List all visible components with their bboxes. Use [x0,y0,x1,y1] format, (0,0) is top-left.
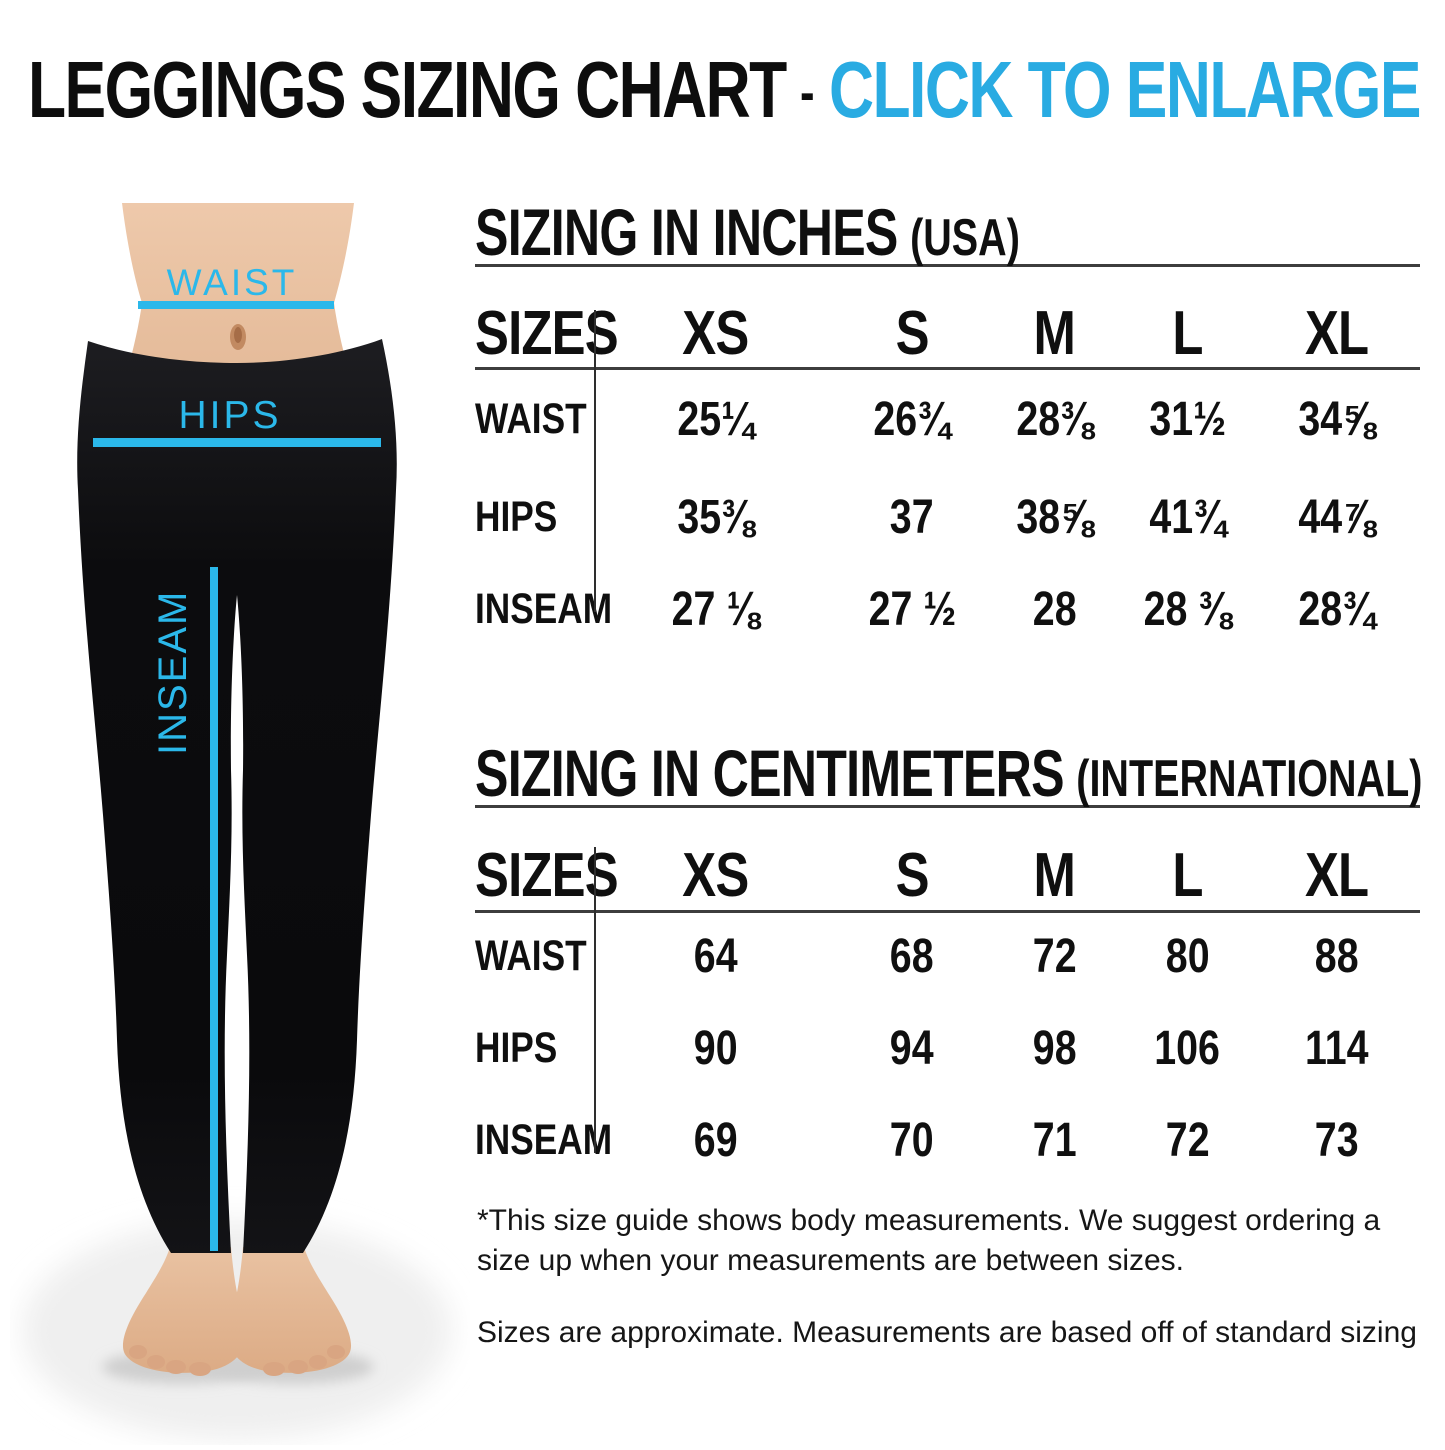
size-header-m: M [1033,299,1076,368]
right-toe [288,1360,308,1374]
measurement-value: 44⅞ [1298,490,1376,544]
inches-section-heading: SIZING IN INCHES (USA) [475,199,1420,267]
measurement-value: 38⅝ [1016,490,1093,544]
size-header-s: S [895,299,929,368]
measurement-value: 98 [1032,1021,1077,1075]
measurement-value: 94 [890,1021,934,1075]
waist-measure-line [138,301,334,309]
centimeters-section-heading: SIZING IN CENTIMETERS (INTERNATIONAL) [475,740,1423,808]
measurement-value: 69 [693,1113,738,1167]
page-title: LEGGINGS SIZING CHART - CLICK TO ENLARGE [28,44,1445,136]
size-guide-note: *This size guide shows body measurements… [477,1204,1381,1277]
measurement-value: 68 [890,929,934,983]
inches-size-table: SIZES XS S M L XL WAIST 25¼ 26¾ 28⅜ 31½ … [475,299,1420,655]
size-header-xl: XL [1305,299,1369,368]
measurement-value: 114 [1305,1021,1369,1075]
waist-figure-label: WAIST [167,262,298,303]
inseam-figure-label: INSEAM [151,590,195,755]
size-header-xl: XL [1305,841,1369,910]
inches-heading-text: SIZING IN INCHES [475,195,898,269]
leggings [77,339,397,1253]
size-header-l: L [1172,841,1203,910]
measurement-value: 71 [1032,1113,1077,1167]
hips-measure-line [93,438,381,447]
approximate-sizes-note: Sizes are approximate. Measurements are … [477,1316,1417,1349]
measurement-value: 37 [890,490,934,544]
left-toe [147,1355,165,1369]
measurement-value: 72 [1165,1113,1210,1167]
left-toe [166,1360,186,1374]
right-toe [263,1362,285,1376]
inches-heading-note: (USA) [910,209,1020,267]
measurement-value: 28⅜ [1016,392,1093,446]
centimeters-heading-text: SIZING IN CENTIMETERS [475,736,1065,810]
measurement-label: WAIST [475,931,587,980]
measurement-value: 28¾ [1298,582,1376,636]
measurement-value: 27 ½ [868,582,956,636]
size-header-xs: XS [682,299,749,368]
centimeters-heading-note: (INTERNATIONAL) [1076,750,1423,808]
measurement-label: HIPS [475,1023,558,1072]
hips-figure-label: HIPS [178,394,281,437]
title-dash: - [800,60,815,123]
measurement-value: 73 [1315,1113,1359,1167]
measurement-value: 25¼ [677,392,754,446]
leggings-figure-svg: WAIST HIPS INSEAM [22,203,452,1440]
left-toe [189,1362,211,1376]
size-header-s: S [895,841,929,910]
inseam-measure-line [210,567,218,1251]
measurement-label: INSEAM [475,584,613,633]
header-divider-line [475,910,1420,913]
right-toe [309,1355,327,1369]
measurement-value: 106 [1154,1021,1221,1075]
header-divider-line [475,367,1420,370]
click-to-enlarge-link[interactable]: CLICK TO ENLARGE [828,45,1422,134]
page-title-text: LEGGINGS SIZING CHART [28,45,787,134]
measurement-label: WAIST [475,394,587,443]
sizes-divider-line [594,310,596,612]
measurement-value: 31½ [1149,392,1226,446]
leggings-measurement-figure[interactable]: WAIST HIPS INSEAM [10,195,470,1445]
measurement-label: HIPS [475,492,558,541]
measurement-value: 80 [1165,929,1210,983]
measurement-value: 35⅜ [677,490,754,544]
right-foot [228,1247,352,1373]
navel-inner [234,327,242,343]
sizes-divider-line [594,847,596,1153]
sizes-column-header: SIZES [475,299,619,368]
measurement-value: 26¾ [873,392,951,446]
measurement-value: 28 [1032,582,1077,636]
measurement-value: 88 [1315,929,1359,983]
measurement-value: 28 ⅜ [1143,582,1232,636]
sizes-column-header: SIZES [475,841,619,910]
measurement-value: 72 [1032,929,1077,983]
left-toe [129,1345,147,1359]
right-toe [327,1345,345,1359]
measurement-label: INSEAM [475,1115,613,1164]
measurement-value: 34⅝ [1298,392,1376,446]
size-tables-column: SIZING IN INCHES (USA) SIZES XS S M L XL… [475,199,1425,1445]
measurement-value: 41¾ [1149,490,1226,544]
measurement-value: 90 [693,1021,738,1075]
size-header-l: L [1172,299,1203,368]
left-foot [122,1247,246,1373]
centimeters-size-table: SIZES XS S M L XL WAIST 64 68 72 80 88 H… [475,841,1420,1186]
measurement-value: 27 ⅛ [671,582,760,636]
size-header-m: M [1033,841,1076,910]
size-header-xs: XS [682,841,749,910]
measurement-value: 70 [890,1113,934,1167]
measurement-value: 64 [693,929,738,983]
